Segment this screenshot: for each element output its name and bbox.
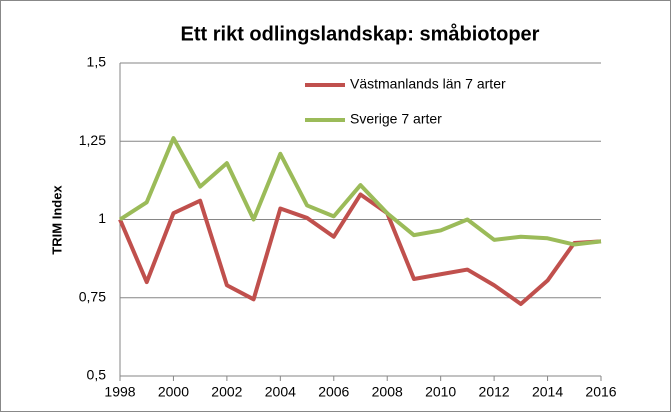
x-tick-label: 2000: [158, 384, 189, 400]
data-line: [118, 136, 602, 247]
x-tick-label: 2016: [585, 384, 616, 400]
x-tick-label: 2008: [372, 384, 403, 400]
y-tick-label: 0,75: [79, 288, 106, 304]
x-tick-label: 2004: [265, 384, 296, 400]
x-tick-label: 2012: [479, 384, 510, 400]
y-tick-label: 1,25: [79, 132, 106, 148]
x-tick-label: 2002: [211, 384, 242, 400]
y-tick-label: 1,5: [87, 54, 107, 70]
y-tick-label: 0,5: [87, 367, 107, 383]
x-tick-label: 2014: [532, 384, 563, 400]
legend-label: Västmanlands län 7 arter: [350, 76, 506, 92]
legend-label: Sverige 7 arter: [350, 111, 442, 127]
x-tick-label: 2010: [425, 384, 456, 400]
y-tick-label: 1: [98, 210, 106, 226]
chart-title: Ett rikt odlingslandskap: småbiotoper: [181, 22, 540, 45]
x-tick-label: 1998: [104, 384, 135, 400]
y-axis-label: TRIM Index: [49, 185, 64, 255]
x-tick-label: 2006: [318, 384, 349, 400]
data-line: [118, 192, 602, 307]
